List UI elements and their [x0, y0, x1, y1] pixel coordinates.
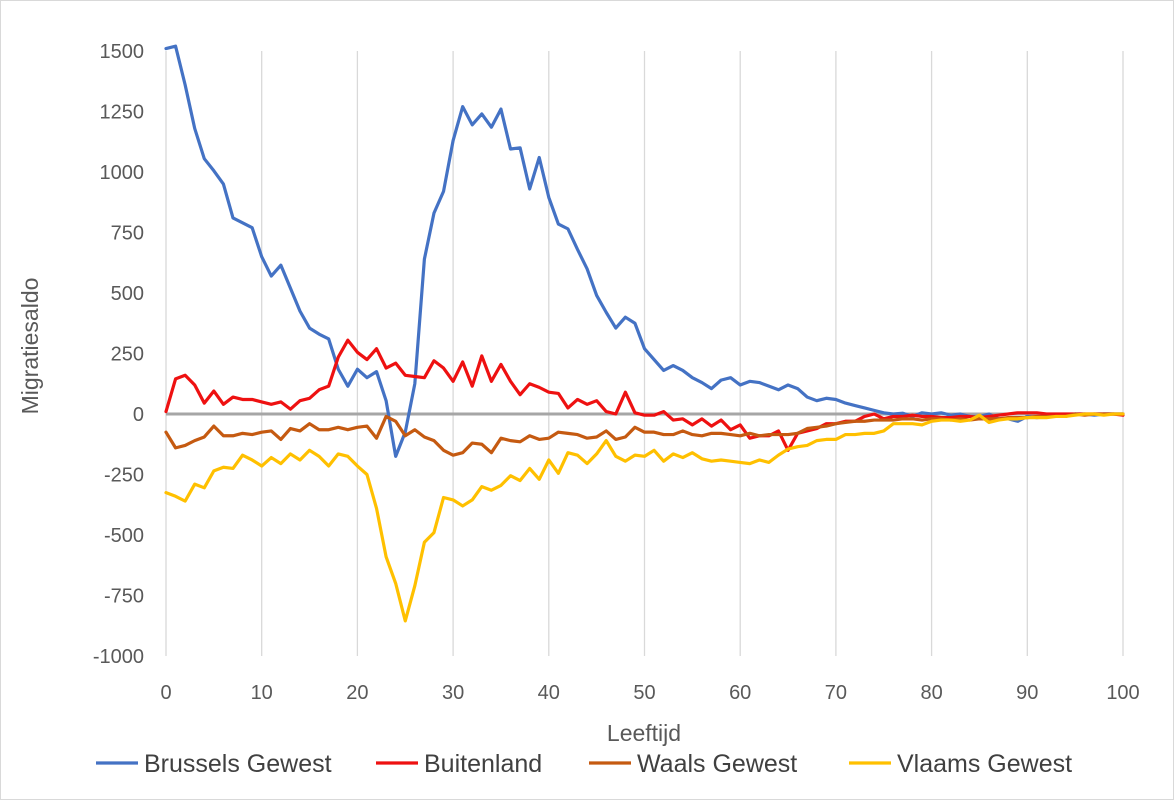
y-tick-label: -500 [104, 525, 144, 547]
x-tick-label: 80 [920, 682, 942, 704]
series-line-vlaams-gewest [164, 412, 1125, 623]
y-tick-label: -1000 [93, 646, 144, 668]
gridlines [165, 51, 1124, 656]
series-lines [164, 44, 1125, 623]
legend: Brussels Gewest Buitenland Waals Gewest Vla… [96, 750, 1072, 778]
x-tick-label: 40 [538, 682, 560, 704]
legend-label: Buitenland [424, 750, 542, 778]
y-axis-title: Migratiesaldo [17, 278, 43, 415]
y-tick-label: 750 [111, 223, 144, 245]
legend-label: Brussels Gewest [144, 750, 332, 778]
series-line-waals-gewest [164, 412, 1125, 457]
y-tick-label: 500 [111, 283, 144, 305]
legend-item-brussels-gewest: Brussels Gewest [96, 750, 332, 778]
y-tick-label: 0 [133, 404, 144, 426]
y-tick-label: 1500 [100, 41, 145, 63]
y-tick-label: 250 [111, 344, 144, 366]
legend-label: Vlaams Gewest [897, 750, 1072, 778]
x-axis-tick-labels: 0 10 20 30 40 50 60 70 80 90 100 [160, 682, 1139, 704]
x-tick-label: 20 [346, 682, 368, 704]
legend-item-vlaams-gewest: Vlaams Gewest [849, 750, 1072, 778]
x-tick-label: 50 [633, 682, 655, 704]
y-axis-tick-labels: -1000 -750 -500 -250 0 250 500 750 1000 1250 1500 [93, 41, 144, 668]
series-line-brussels-gewest [164, 44, 1125, 458]
y-tick-label: -750 [104, 586, 144, 608]
x-tick-label: 10 [251, 682, 273, 704]
y-tick-label: -250 [104, 465, 144, 487]
x-tick-label: 60 [729, 682, 751, 704]
x-tick-label: 70 [825, 682, 847, 704]
x-axis-title: Leeftijd [607, 720, 681, 746]
series-line-buitenland [164, 338, 1125, 452]
x-tick-label: 30 [442, 682, 464, 704]
x-tick-label: 0 [160, 682, 171, 704]
legend-label: Waals Gewest [637, 750, 797, 778]
x-tick-label: 100 [1106, 682, 1139, 704]
y-tick-label: 1250 [100, 102, 145, 124]
y-tick-label: 1000 [100, 162, 145, 184]
legend-item-buitenland: Buitenland [376, 750, 542, 778]
legend-item-waals-gewest: Waals Gewest [589, 750, 797, 778]
x-tick-label: 90 [1016, 682, 1038, 704]
